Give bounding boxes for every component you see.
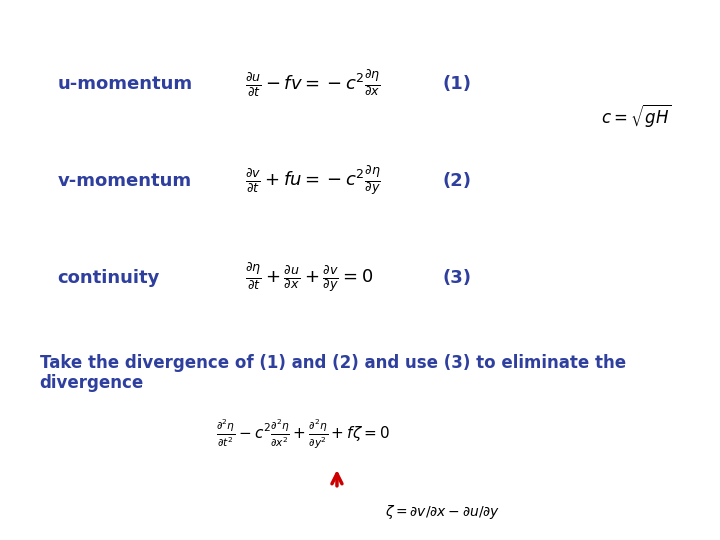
Text: $\frac{\partial^2 \eta}{\partial t^2} - c^2\frac{\partial^2 \eta}{\partial x^2} : $\frac{\partial^2 \eta}{\partial t^2} - … bbox=[216, 418, 390, 451]
Text: Take the divergence of (1) and (2) and use (3) to eliminate the
divergence: Take the divergence of (1) and (2) and u… bbox=[40, 354, 626, 393]
Text: $\frac{\partial \eta}{\partial t} + \frac{\partial u}{\partial x} + \frac{\parti: $\frac{\partial \eta}{\partial t} + \fra… bbox=[245, 261, 373, 295]
Text: $\frac{\partial v}{\partial t} + fu = -c^2\frac{\partial \eta}{\partial y}$: $\frac{\partial v}{\partial t} + fu = -c… bbox=[245, 164, 381, 198]
Text: $\zeta = \partial v / \partial x - \partial u / \partial y$: $\zeta = \partial v / \partial x - \part… bbox=[385, 503, 500, 521]
Text: (1): (1) bbox=[443, 75, 472, 93]
Text: $c = \sqrt{gH}$: $c = \sqrt{gH}$ bbox=[601, 103, 672, 130]
Text: (2): (2) bbox=[443, 172, 472, 190]
Text: $\frac{\partial u}{\partial t} - fv = -c^2\frac{\partial \eta}{\partial x}$: $\frac{\partial u}{\partial t} - fv = -c… bbox=[245, 69, 381, 99]
Text: continuity: continuity bbox=[58, 269, 160, 287]
Text: (3): (3) bbox=[443, 269, 472, 287]
Text: v-momentum: v-momentum bbox=[58, 172, 192, 190]
Text: u-momentum: u-momentum bbox=[58, 75, 193, 93]
